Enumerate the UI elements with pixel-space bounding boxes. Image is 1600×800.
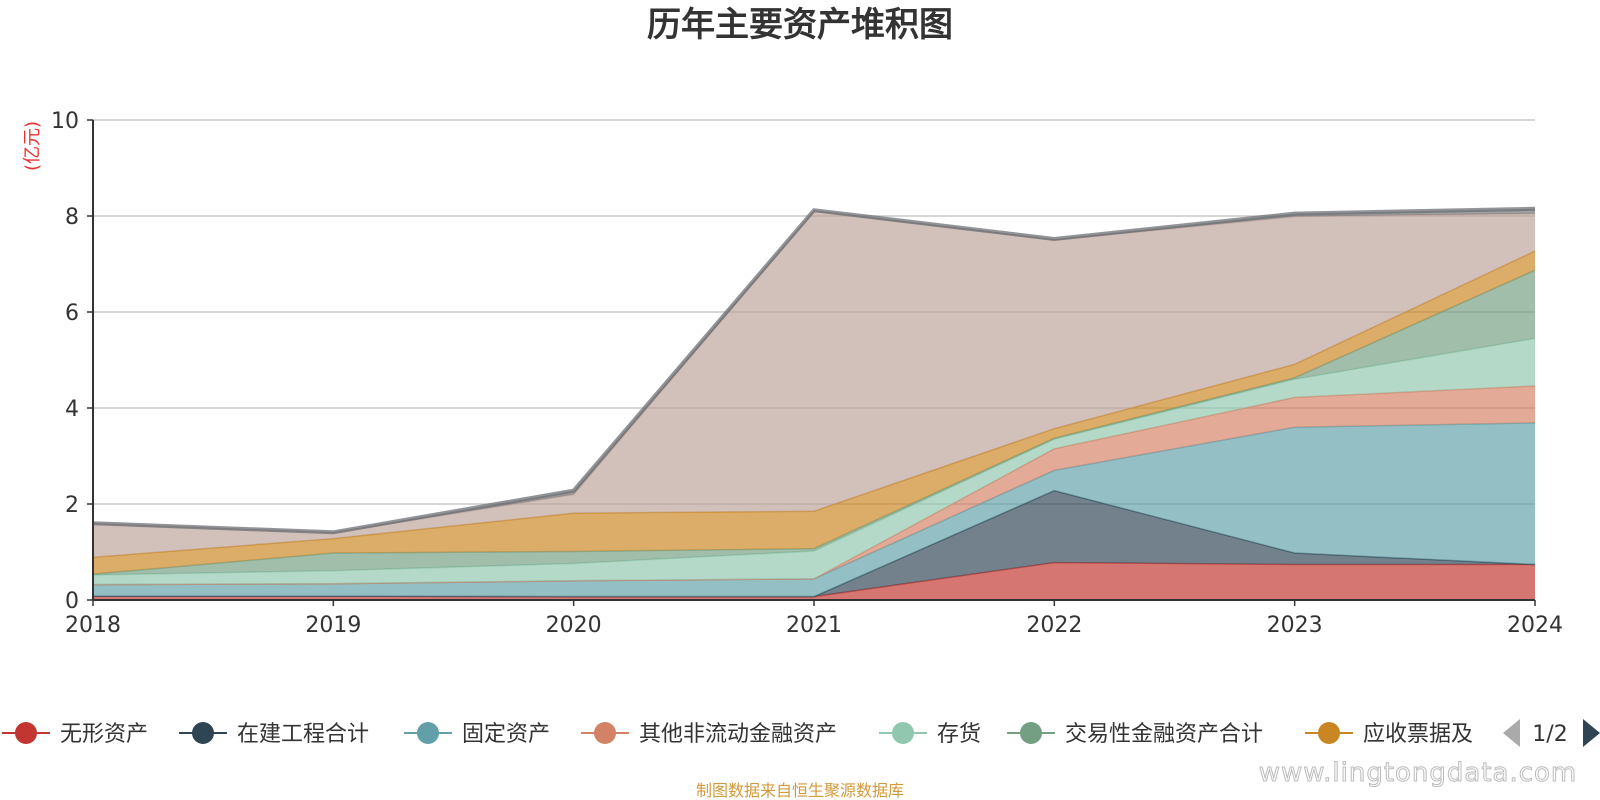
y-tick-label: 10 (51, 109, 79, 134)
y-tick-label: 6 (65, 301, 79, 326)
watermark: www.lingtongdata.com (1259, 758, 1578, 788)
legend-page-indicator: 1/2 (1532, 722, 1567, 747)
y-axis-ticks: 0 2 4 6 8 10 (51, 109, 93, 614)
legend-label: 无形资产 (60, 722, 148, 747)
x-tick-label: 2021 (786, 613, 842, 638)
legend-item-2[interactable]: 固定资产 (404, 722, 550, 747)
legend-item-4[interactable]: 存货 (879, 722, 981, 747)
legend: 无形资产 在建工程合计 固定资产 其他非流动金融资产 存货 交易性金融资产合计 应收票据及 (2, 722, 1473, 747)
area-series-7 (93, 211, 1535, 558)
x-tick-label: 2023 (1267, 613, 1323, 638)
area-series-group (92, 206, 1536, 600)
legend-label: 存货 (937, 722, 981, 747)
legend-prev-arrow-icon[interactable] (1503, 719, 1520, 747)
legend-marker-icon (417, 722, 439, 744)
legend-label: 交易性金融资产合计 (1065, 722, 1263, 747)
x-axis-ticks: 2018 2019 2020 2021 2022 2023 2024 (65, 600, 1563, 638)
x-tick-label: 2019 (305, 613, 361, 638)
legend-marker-icon (192, 722, 214, 744)
x-tick-label: 2024 (1507, 613, 1563, 638)
legend-marker-icon (594, 722, 616, 744)
y-axis-unit-label: (亿元) (22, 121, 43, 171)
legend-item-1[interactable]: 在建工程合计 (179, 722, 369, 747)
legend-pager: 1/2 (1503, 719, 1600, 747)
area-series-line-8 (92, 206, 1536, 535)
area-series-0 (93, 562, 1535, 600)
legend-item-6[interactable]: 应收票据及 (1305, 722, 1473, 747)
legend-label: 在建工程合计 (237, 722, 369, 747)
legend-marker-icon (892, 722, 914, 744)
legend-label: 其他非流动金融资产 (639, 722, 837, 747)
legend-label: 应收票据及 (1363, 722, 1473, 747)
legend-item-5[interactable]: 交易性金融资产合计 (1007, 722, 1263, 747)
y-tick-label: 2 (65, 493, 79, 518)
area-series-3 (93, 385, 1535, 585)
legend-label: 固定资产 (462, 722, 550, 747)
x-tick-label: 2018 (65, 613, 121, 638)
chart-title: 历年主要资产堆积图 (647, 5, 953, 45)
y-tick-label: 4 (65, 397, 79, 422)
y-tick-label: 0 (65, 589, 79, 614)
area-series-2 (93, 422, 1535, 597)
legend-marker-icon (1318, 722, 1340, 744)
area-series-1 (93, 490, 1535, 597)
legend-item-3[interactable]: 其他非流动金融资产 (581, 722, 837, 747)
legend-marker-icon (1020, 722, 1042, 744)
legend-marker-icon (15, 722, 37, 744)
data-source-note: 制图数据来自恒生聚源数据库 (696, 781, 904, 800)
x-tick-label: 2022 (1026, 613, 1082, 638)
legend-item-0[interactable]: 无形资产 (2, 722, 148, 747)
x-tick-label: 2020 (546, 613, 602, 638)
y-tick-label: 8 (65, 205, 79, 230)
legend-next-arrow-icon[interactable] (1583, 719, 1600, 747)
